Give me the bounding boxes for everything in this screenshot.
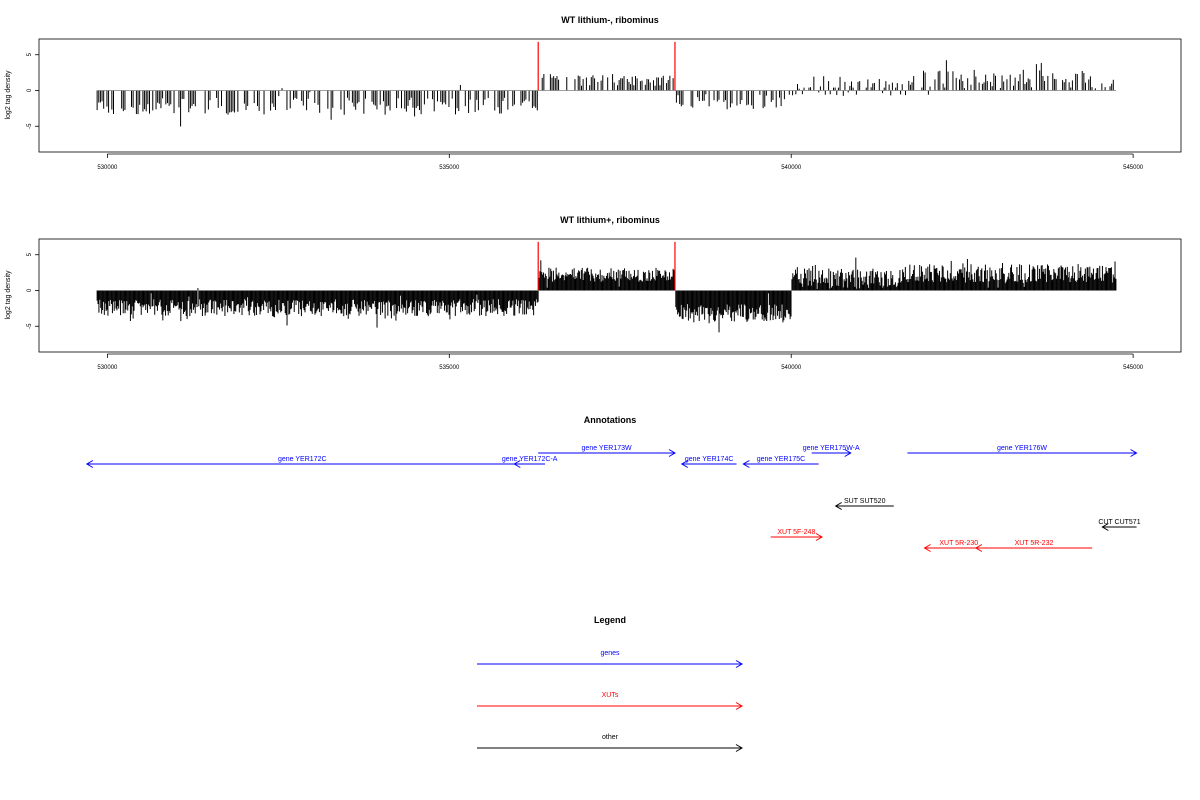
chart-panel-lithium-minus: WT lithium-, ribominus log2 tag density … [5,15,1182,171]
arrow-head [735,702,743,710]
x-tick-label: 545000 [1123,365,1144,371]
annotation-feature: XUT 5R-232 [974,540,1093,552]
annotation-feature: gene YER173W [538,445,676,457]
annotation-feature: gene YER176W [907,445,1138,457]
x-axis: 530000 535000 540000 545000 [97,153,1144,171]
arrow-head [85,460,94,468]
arrow-head [974,544,983,552]
bar-series [96,60,1114,127]
x-tick-label: 545000 [1123,165,1144,171]
annotation-feature: XUT 5R-230 [923,540,993,552]
feature-label: gene YER176W [997,445,1047,452]
arrow-head [668,449,676,457]
feature-label: XUT 5R-232 [1015,540,1054,547]
legend-item: genes [477,650,743,668]
annotation-feature: SUT SUT520 [834,498,894,510]
feature-label: XUT 5F-248 [777,529,815,536]
feature-label: gene YER175C [757,456,806,463]
y-tick-label: -5 [27,323,33,329]
arrow-head [1101,523,1109,531]
legend-item: other [477,734,743,752]
chart-title: WT lithium-, ribominus [561,15,659,25]
x-tick-label: 540000 [781,365,802,371]
plot-frame [38,38,1182,153]
y-axis-label: log2 tag density [5,270,12,320]
y-tick-label: -5 [27,123,33,129]
annotation-feature: gene YER172C-A [502,456,558,468]
arrow-head [680,460,689,468]
y-axis-label: log2 tag density [5,70,12,120]
legend-item: XUTs [477,692,743,710]
y-tick-label: 5 [27,252,33,256]
arrow-head [844,449,852,457]
y-tick-label: 0 [27,88,33,92]
legend-title: Legend [594,615,626,625]
y-tick-label: 5 [27,52,33,56]
plot-frame [38,238,1182,353]
arrow-head [513,460,521,468]
annotation-feature: gene YER175C [742,456,819,468]
annotation-feature: gene YER172C [85,456,518,468]
arrow-head [735,660,743,668]
arrow-head [923,544,931,552]
marker-lines [537,41,676,91]
legend-label: other [602,734,619,741]
feature-label: gene YER175W-A [803,445,860,452]
x-tick-label: 530000 [97,365,118,371]
chart-panel-lithium-plus: WT lithium+, ribominus log2 tag density … [5,215,1182,371]
legend-label: genes [600,650,620,657]
feature-label: XUT 5R-230 [939,540,978,547]
x-tick-label: 530000 [97,165,118,171]
arrow-head [815,533,823,541]
x-axis: 530000 535000 540000 545000 [97,353,1144,371]
legend: Legend genes XUTs other [477,615,743,752]
feature-label: gene YER174C [685,456,734,463]
feature-label: gene YER173W [582,445,632,452]
arrow-head [834,502,842,510]
arrow-head [1130,449,1138,457]
bar-series [96,257,1117,333]
chart-title: WT lithium+, ribominus [560,215,660,225]
annotation-feature: gene YER174C [680,456,737,468]
feature-label: CUT CUT571 [1098,519,1140,526]
marker-lines [537,241,676,291]
annotations-track: Annotations gene YER172C gene YER172C-A ge… [85,415,1141,552]
y-tick-label: 0 [27,288,33,292]
x-tick-label: 535000 [439,165,460,171]
feature-label: gene YER172C [278,456,327,463]
feature-label: SUT SUT520 [844,498,886,505]
arrow-head [735,744,743,752]
feature-label: gene YER172C-A [502,456,558,463]
legend-label: XUTs [602,692,619,699]
x-tick-label: 535000 [439,365,460,371]
annotation-feature: XUT 5F-248 [770,529,823,541]
y-axis: -5 0 5 [27,252,39,329]
annotations-title: Annotations [584,415,637,425]
arrow-head [742,460,750,468]
x-tick-label: 540000 [781,165,802,171]
y-axis: -5 0 5 [27,52,39,129]
annotation-feature: CUT CUT571 [1098,519,1141,531]
annotation-feature: gene YER175W-A [803,445,860,457]
